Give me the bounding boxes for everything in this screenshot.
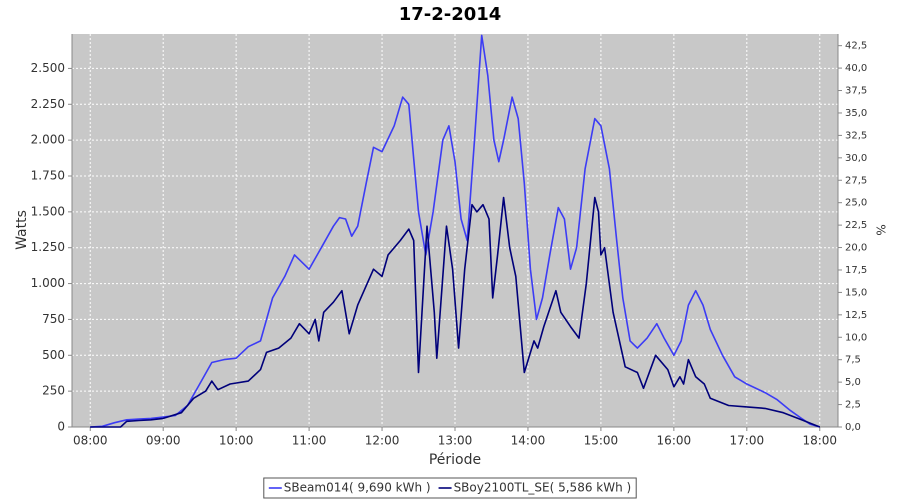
y2-tick-label: 12,5 — [845, 310, 867, 321]
series-line — [90, 34, 821, 428]
y-tick-label: 500 — [42, 348, 65, 362]
y2-tick-label: 17,5 — [845, 265, 867, 276]
y-tick-label: 1.500 — [31, 204, 65, 218]
x-axis-title: Période — [429, 452, 481, 468]
y-tick-label: 2.000 — [31, 133, 65, 147]
y2-tick-label: 40,0 — [845, 63, 867, 74]
legend: SBeam014( 9,690 kWh ) SBoy2100TL_SE( 5,58… — [263, 477, 637, 499]
y2-tick-label: 22,5 — [845, 220, 867, 231]
x-tick-label: 10:00 — [219, 434, 254, 448]
legend-label: SBoy2100TL_SE( 5,586 kWh ) — [454, 481, 632, 495]
x-tick-label: 14:00 — [511, 434, 546, 448]
y2-tick-label: 0,0 — [845, 422, 861, 433]
y2-tick-label: 35,0 — [845, 108, 867, 119]
x-tick-label: 15:00 — [584, 434, 619, 448]
y-tick-label: 2.500 — [31, 61, 65, 75]
y-tick-label: 1.250 — [31, 240, 65, 254]
legend-label: SBeam014( 9,690 kWh ) — [284, 481, 431, 495]
y-tick-label: 0 — [57, 420, 65, 434]
y2-tick-label: 20,0 — [845, 243, 867, 254]
y2-tick-label: 25,0 — [845, 198, 867, 209]
x-tick-label: 11:00 — [292, 434, 327, 448]
x-tick-label: 13:00 — [438, 434, 473, 448]
y2-tick-label: 2,5 — [845, 400, 861, 411]
chart-title: 17-2-2014 — [399, 4, 502, 25]
y2-tick-label: 30,0 — [845, 153, 867, 164]
x-tick-label: 12:00 — [365, 434, 400, 448]
y2-tick-label: 10,0 — [845, 332, 867, 343]
y-tick-label: 250 — [42, 384, 65, 398]
y2-tick-label: 37,5 — [845, 86, 867, 97]
y2-tick-label: 7,5 — [845, 355, 861, 366]
x-tick-label: 16:00 — [657, 434, 692, 448]
series-line — [90, 196, 821, 428]
x-tick-label: 08:00 — [73, 434, 108, 448]
y-tick-label: 750 — [42, 312, 65, 326]
x-tick-label: 17:00 — [730, 434, 765, 448]
y2-tick-label: 15,0 — [845, 287, 867, 298]
x-tick-label: 09:00 — [146, 434, 181, 448]
x-tick-label: 18:00 — [802, 434, 837, 448]
y-axis-title: Watts — [14, 210, 30, 250]
y2-axis-title: % — [874, 224, 888, 235]
y2-tick-label: 27,5 — [845, 175, 867, 186]
y-tick-label: 1.000 — [31, 276, 65, 290]
y2-tick-label: 32,5 — [845, 130, 867, 141]
y2-tick-label: 42,5 — [845, 41, 867, 52]
y-tick-label: 2.250 — [31, 97, 65, 111]
y2-tick-label: 5,0 — [845, 377, 861, 388]
y-tick-label: 1.750 — [31, 168, 65, 182]
